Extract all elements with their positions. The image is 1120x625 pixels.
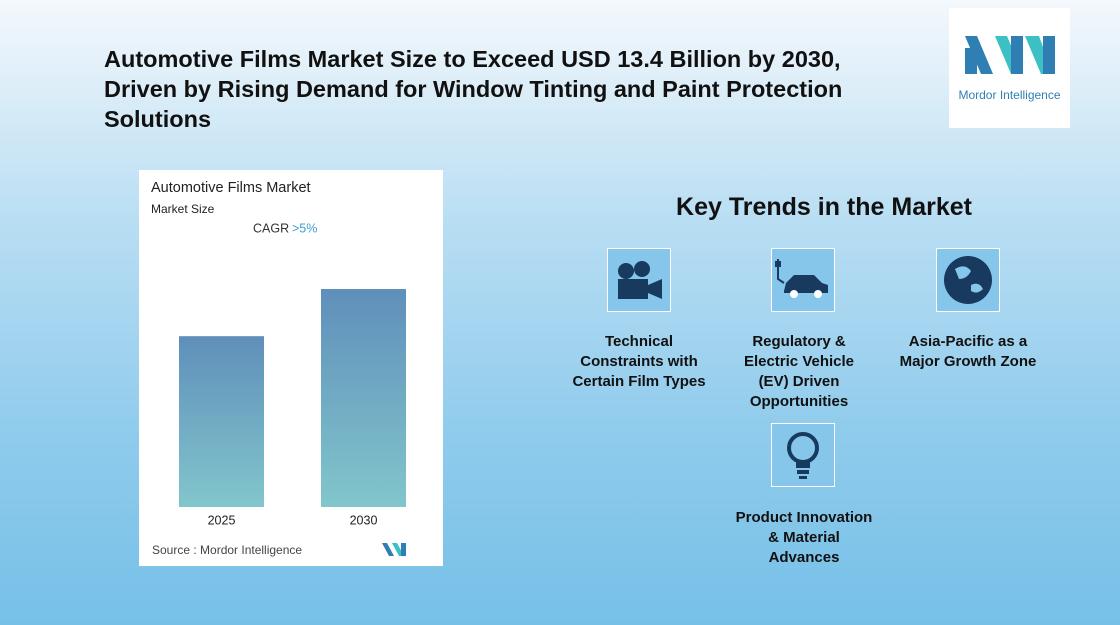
trend-label: Asia-Pacific as a Major Growth Zone: [899, 333, 1037, 370]
icon-ev: [771, 248, 835, 312]
icon-bulb: [771, 423, 835, 487]
logo-mark: [965, 36, 1055, 74]
x-tick-label: 2025: [208, 513, 236, 527]
headline: Automotive Films Market Size to Exceed U…: [104, 46, 843, 132]
x-tick-label: 2030: [350, 513, 378, 527]
icon-camera: [607, 248, 671, 312]
chart-subtitle: Market Size: [151, 202, 215, 216]
source: Source : Mordor Intelligence: [152, 543, 302, 557]
logo-text: Mordor Intelligence: [958, 88, 1061, 102]
icon-globe: [936, 248, 1000, 312]
chart-title: Automotive Films Market: [151, 180, 311, 196]
bar: [321, 289, 406, 507]
cagr-value: >5%: [292, 221, 317, 235]
small-logo: [382, 543, 406, 556]
trend-label: Technical Constraints with Certain Film …: [572, 333, 706, 390]
trends-title: Key Trends in the Market: [676, 193, 972, 221]
chart-card: Automotive Films Market Market Size CAGR…: [139, 170, 443, 566]
cagr-label: CAGR: [253, 221, 289, 235]
trend-label: Regulatory & Electric Vehicle (EV) Drive…: [743, 333, 855, 410]
logo: Mordor Intelligence: [949, 8, 1070, 128]
bar: [179, 336, 264, 507]
trend-label: Product Innovation & Material Advances: [735, 509, 873, 566]
